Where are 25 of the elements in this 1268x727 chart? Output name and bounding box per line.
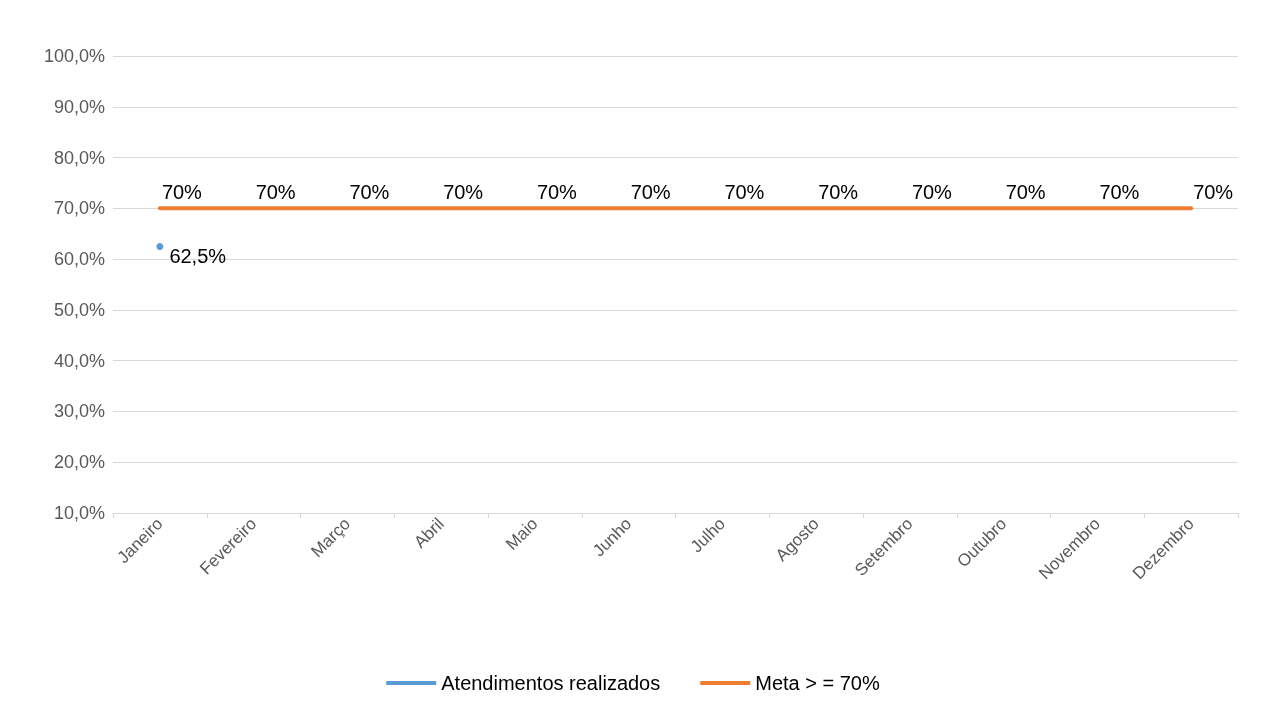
y-tick-label: 50,0% [53,299,105,320]
data-label: 70% [1005,181,1046,204]
data-label: 70% [1099,181,1140,204]
data-label: 70% [443,181,484,204]
data-label: 70% [630,181,671,204]
y-tick-label: 80,0% [53,147,105,168]
data-label: 70% [724,181,765,204]
legend-label: Meta > = 70% [755,672,880,694]
legend-label: Atendimentos realizados [441,672,661,694]
data-label: 70% [349,181,390,204]
y-tick-label: 100,0% [43,46,105,66]
y-tick-label: 10,0% [53,503,105,523]
data-label: 70% [161,181,203,204]
data-label: 70% [1193,181,1234,204]
y-tick-label: 90,0% [53,96,105,117]
y-tick-label: 20,0% [53,452,105,473]
data-label: 70% [818,181,859,204]
y-tick-label: 40,0% [53,350,105,371]
data-label: 70% [911,181,953,204]
y-tick-label: 70,0% [53,198,105,219]
y-tick-label: 60,0% [53,249,105,270]
data-label: 62,5% [169,245,227,268]
data-label: 70% [255,181,296,204]
data-label: 70% [536,181,578,204]
y-tick-label: 30,0% [53,401,105,422]
